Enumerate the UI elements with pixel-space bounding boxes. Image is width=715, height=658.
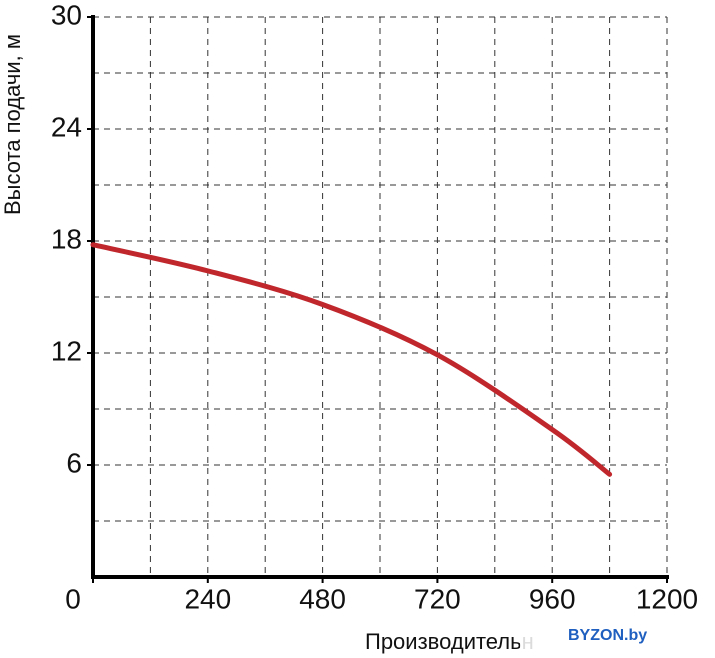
x-tick-label: 240 — [184, 583, 231, 614]
y-tick-label: 18 — [51, 223, 82, 254]
watermark: BYZON.by — [568, 627, 647, 644]
y-tick-label: 6 — [66, 447, 82, 478]
x-tick-label: 720 — [414, 583, 461, 614]
x-axis-title: Производительн — [365, 629, 534, 654]
x-tick-label: 960 — [529, 583, 576, 614]
x-tick-label: 0 — [65, 583, 81, 614]
watermark-bg — [520, 624, 715, 658]
y-tick-label: 12 — [51, 335, 82, 366]
x-tick-label: 480 — [299, 583, 346, 614]
series-line — [90, 242, 613, 477]
y-tick-label: 24 — [51, 111, 82, 142]
x-tick-label: 1200 — [636, 583, 698, 614]
grid — [93, 16, 668, 577]
y-axis-title: Высота подачи, м — [0, 34, 25, 215]
y-tick-label: 30 — [51, 0, 82, 30]
